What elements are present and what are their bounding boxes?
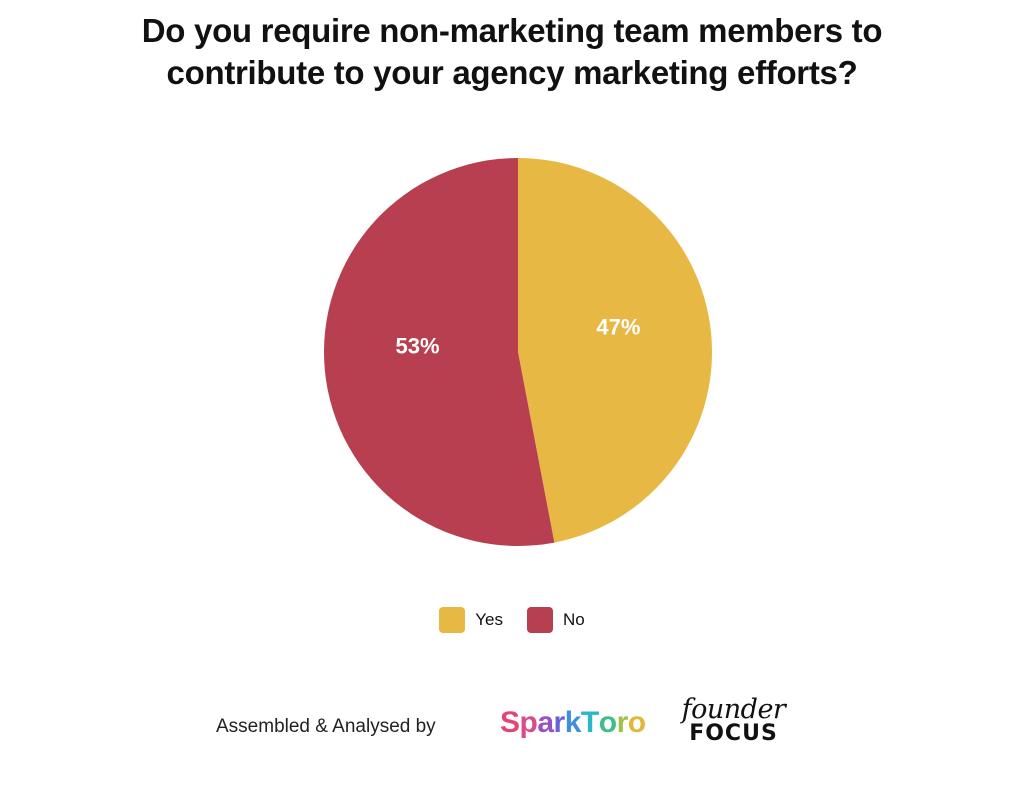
- legend-item-yes[interactable]: Yes: [439, 607, 503, 633]
- chart-title: Do you require non-marketing team member…: [0, 10, 1024, 94]
- founderfocus-logo: founder FOCUS: [676, 696, 791, 745]
- legend: Yes No: [0, 607, 1024, 633]
- pie-slice-no[interactable]: [323, 158, 555, 547]
- title-line-1: Do you require non-marketing team member…: [141, 12, 883, 49]
- slice-label-yes: 47%: [596, 314, 640, 339]
- founder-logo-top: founder: [681, 694, 786, 725]
- sparktoro-logo: SparkToro: [500, 706, 646, 739]
- pie-slice-yes[interactable]: [518, 158, 712, 543]
- credit-text: Assembled & Analysed by: [216, 716, 436, 737]
- footer: Assembled & Analysed by SparkToro founde…: [0, 696, 1024, 756]
- legend-swatch-no: [527, 607, 553, 633]
- legend-swatch-yes: [439, 607, 466, 633]
- slice-label-no: 53%: [396, 333, 440, 358]
- title-line-2: contribute to your agency marketing effo…: [166, 53, 858, 91]
- founder-logo-bottom: FOCUS: [689, 721, 778, 746]
- legend-label-no: No: [563, 610, 585, 629]
- legend-item-no[interactable]: No: [527, 607, 585, 633]
- legend-label-yes: Yes: [475, 610, 503, 629]
